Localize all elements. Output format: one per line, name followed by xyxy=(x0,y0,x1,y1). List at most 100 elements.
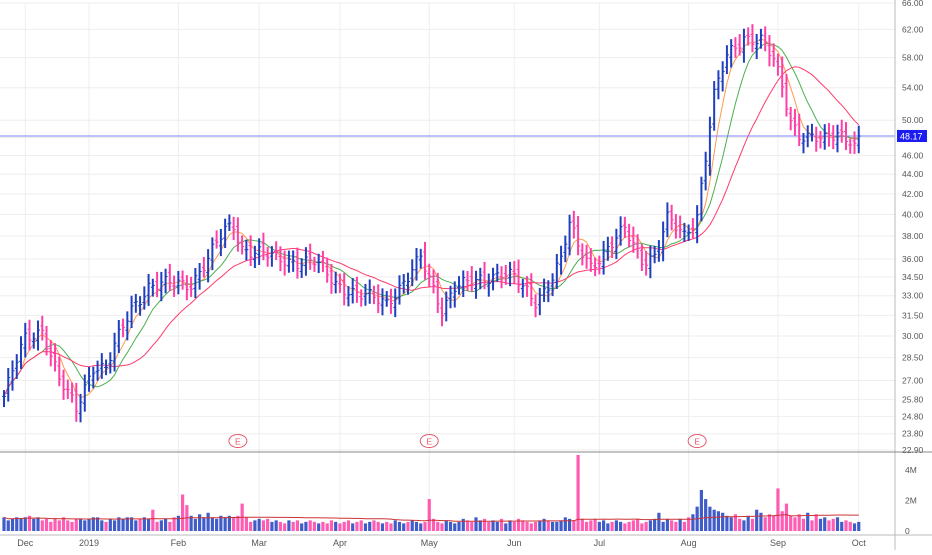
price-bar xyxy=(474,270,479,299)
price-bar xyxy=(444,291,449,322)
volume-bar xyxy=(593,518,597,531)
volume-bar xyxy=(636,518,640,531)
price-bar xyxy=(2,390,6,408)
volume-bar xyxy=(521,520,525,531)
volume-bar xyxy=(181,494,185,531)
volume-bar xyxy=(249,521,253,531)
price-bar xyxy=(231,216,236,241)
price-bar xyxy=(440,297,445,327)
volume-bar xyxy=(857,521,861,531)
earnings-marker[interactable]: E xyxy=(687,434,707,448)
price-bar xyxy=(635,234,640,259)
volume-bar xyxy=(546,520,550,531)
volume-bar xyxy=(100,520,104,531)
volume-bar xyxy=(453,523,457,531)
volume-bar xyxy=(236,515,240,531)
volume-bar xyxy=(359,520,363,531)
price-bar xyxy=(70,382,75,403)
price-bar xyxy=(533,294,538,318)
volume-bar xyxy=(699,489,704,531)
price-bar xyxy=(74,382,79,422)
volume-bar xyxy=(257,518,261,531)
earnings-marker[interactable]: E xyxy=(419,434,439,448)
price-bar xyxy=(53,343,58,372)
volume-bar xyxy=(516,518,521,531)
price-bar xyxy=(337,273,342,293)
price-bar xyxy=(792,108,797,136)
volume-bar xyxy=(512,521,516,531)
price-bar xyxy=(431,269,436,294)
volume-bar xyxy=(474,517,478,531)
price-bar xyxy=(758,28,763,49)
volume-bar xyxy=(151,509,155,531)
price-bar xyxy=(839,119,844,143)
price-bar xyxy=(380,288,385,316)
volume-bar xyxy=(78,518,83,531)
volume-bar xyxy=(470,521,474,531)
volume-bar xyxy=(529,523,533,531)
price-tick-label: 50.00 xyxy=(902,115,924,125)
volume-bar xyxy=(312,521,317,531)
price-bar xyxy=(176,270,181,295)
volume-bar xyxy=(712,509,716,531)
price-bar xyxy=(644,250,649,276)
volume-bar xyxy=(670,520,674,531)
volume-bar xyxy=(206,512,210,531)
volume-bar xyxy=(142,517,146,531)
price-bar xyxy=(563,235,568,263)
volume-bar xyxy=(657,512,661,531)
volume-bar xyxy=(363,523,368,531)
price-bar xyxy=(214,230,219,249)
price-bar xyxy=(584,244,589,269)
volume-bar xyxy=(406,521,410,531)
volume-bar xyxy=(308,520,312,531)
price-bar xyxy=(82,374,87,412)
price-bar xyxy=(269,246,274,267)
volume-bar xyxy=(176,515,180,531)
volume-bar xyxy=(125,517,129,531)
volume-bar xyxy=(431,518,436,531)
volume-bar xyxy=(742,520,746,531)
price-bar xyxy=(605,236,610,261)
price-bar xyxy=(346,286,351,307)
price-bar xyxy=(14,354,19,379)
price-bar xyxy=(593,257,598,277)
price-bar xyxy=(737,34,742,56)
price-bar xyxy=(240,235,245,255)
volume-bar xyxy=(831,518,835,531)
price-bar xyxy=(750,24,755,53)
volume-bar xyxy=(687,517,691,531)
volume-bar xyxy=(198,514,202,531)
volume-bar xyxy=(589,520,593,531)
price-bar xyxy=(99,353,104,379)
time-tick-label: 2019 xyxy=(79,538,99,548)
volume-bar xyxy=(227,515,231,531)
price-bar xyxy=(601,240,606,275)
price-bar xyxy=(91,366,96,389)
volume-bar xyxy=(44,518,49,531)
price-bar xyxy=(588,248,593,272)
volume-bar xyxy=(465,520,470,531)
volume-bar xyxy=(767,514,772,531)
price-bar xyxy=(155,271,160,298)
price-bar xyxy=(193,267,198,299)
price-bar xyxy=(393,288,398,318)
price-bar xyxy=(797,113,802,147)
volume-bar xyxy=(848,521,852,531)
price-bar xyxy=(167,263,172,292)
earnings-marker[interactable]: E xyxy=(228,434,248,448)
price-bar xyxy=(690,218,695,239)
price-bar xyxy=(452,281,457,308)
volume-bar xyxy=(691,514,695,531)
volume-bar xyxy=(10,518,15,531)
volume-tick-label: 2M xyxy=(905,496,917,506)
price-bar xyxy=(724,45,729,75)
volume-bar xyxy=(274,520,278,531)
volume-bar xyxy=(121,518,125,531)
volume-bar xyxy=(15,517,19,531)
volume-bar xyxy=(155,521,159,531)
volume-bar xyxy=(827,520,831,531)
